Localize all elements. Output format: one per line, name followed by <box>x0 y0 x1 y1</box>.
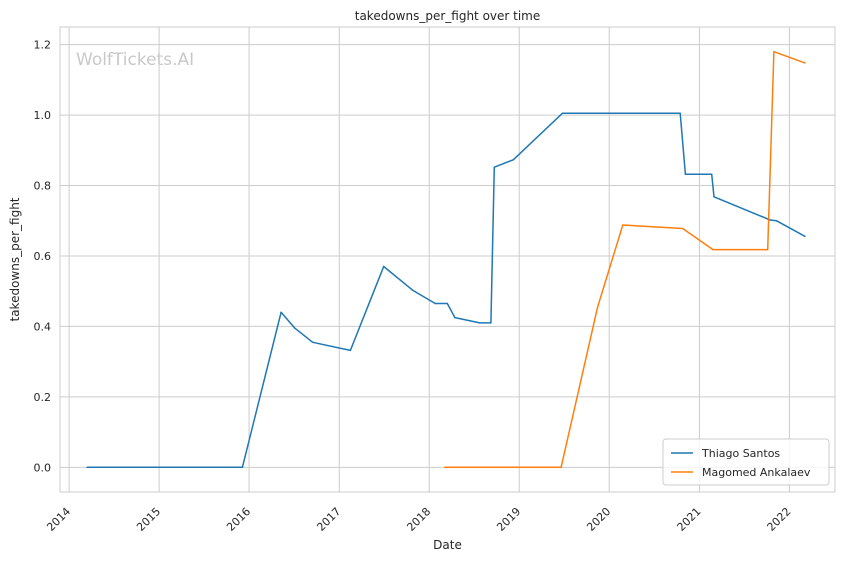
grid <box>60 27 835 492</box>
data-point <box>411 289 414 291</box>
data-point <box>769 219 771 221</box>
chart-title: takedowns_per_fight over time <box>355 9 541 23</box>
data-point <box>490 322 492 324</box>
data-point <box>710 173 713 175</box>
data-point <box>679 112 681 115</box>
data-point <box>560 466 562 469</box>
data-point <box>454 316 456 319</box>
y-tick-label: 0.8 <box>34 180 52 193</box>
y-axis-label: takedowns_per_fight <box>8 197 22 321</box>
plot-frame <box>59 26 836 493</box>
data-point <box>713 196 715 198</box>
data-point <box>444 466 446 469</box>
legend-box <box>662 438 830 486</box>
data-point <box>684 173 687 175</box>
data-point <box>382 265 385 268</box>
data-point <box>775 220 778 222</box>
y-tick-label: 0.2 <box>34 391 52 404</box>
y-tick-label: 1.2 <box>34 39 52 52</box>
data-point <box>294 327 296 329</box>
data-point <box>493 166 496 168</box>
data-point <box>280 311 282 314</box>
y-tick-label: 0.6 <box>34 250 52 263</box>
data-point <box>349 349 352 352</box>
data-point <box>311 341 314 344</box>
data-point <box>86 466 88 469</box>
data-point <box>804 235 806 237</box>
data-point <box>712 248 714 251</box>
data-point <box>446 302 449 305</box>
data-point <box>479 322 481 324</box>
legend: Thiago Santos Magomed Ankalaev <box>662 438 830 486</box>
data-point <box>512 159 515 161</box>
legend-label: Thiago Santos <box>701 447 780 460</box>
x-axis-label: Date <box>433 538 462 552</box>
series-layer <box>86 50 806 469</box>
y-tick-label: 0.4 <box>34 320 52 333</box>
legend-label: Magomed Ankalaev <box>702 466 811 479</box>
y-tick-label: 1.0 <box>34 109 52 122</box>
data-point <box>241 466 244 469</box>
data-point <box>561 112 564 115</box>
data-point <box>773 50 775 53</box>
y-tick-label: 0.0 <box>34 461 52 474</box>
data-point <box>622 224 624 226</box>
watermark-text: WolfTickets.AI <box>76 50 194 70</box>
data-point <box>434 302 436 305</box>
data-point <box>766 248 769 251</box>
data-point <box>596 306 599 308</box>
data-point <box>804 62 806 64</box>
data-point <box>681 227 684 230</box>
